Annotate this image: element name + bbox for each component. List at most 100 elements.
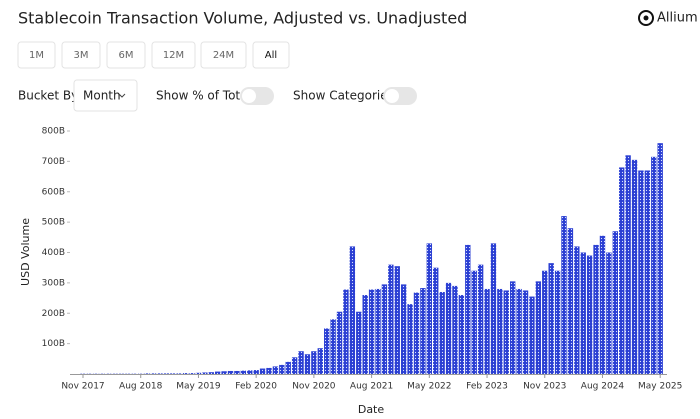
bar <box>182 373 189 374</box>
x-tick-label: Nov 2023 <box>523 382 566 392</box>
bar <box>631 159 638 374</box>
y-tick-label: 300B <box>42 278 65 288</box>
bar <box>625 155 631 374</box>
bar <box>522 290 529 374</box>
bar <box>580 252 586 374</box>
x-axis-label: Date <box>358 403 385 416</box>
y-axis-label: USD Volume <box>19 218 32 286</box>
bucket-label: Bucket By <box>18 89 78 103</box>
toggle-label: Show Categories <box>293 89 394 103</box>
logo-dot <box>643 15 649 21</box>
bar <box>509 281 516 374</box>
bar <box>503 290 509 374</box>
bar <box>356 311 362 374</box>
bar <box>240 370 247 374</box>
bar <box>542 270 548 374</box>
y-tick-label: 400B <box>42 248 65 258</box>
y-tick-label: 500B <box>42 218 65 228</box>
bar <box>465 244 471 374</box>
bar <box>189 373 195 374</box>
range-button[interactable] <box>61 41 101 69</box>
bar <box>336 311 343 374</box>
bar <box>400 284 407 374</box>
bar <box>349 246 356 374</box>
bar <box>144 373 150 374</box>
bar <box>413 292 420 374</box>
bar <box>259 368 266 374</box>
bar <box>388 264 394 374</box>
bar <box>279 364 285 374</box>
bar <box>304 354 311 374</box>
bar <box>548 263 554 374</box>
bar <box>574 246 580 374</box>
bar <box>176 373 182 374</box>
bar <box>202 372 208 374</box>
y-tick-label: 100B <box>42 339 65 349</box>
bar <box>407 304 413 374</box>
bar <box>311 351 317 374</box>
range-label: 3M <box>74 50 89 61</box>
bar <box>484 288 490 374</box>
bar <box>285 361 291 374</box>
x-tick-label: Feb 2020 <box>235 382 277 392</box>
bar <box>497 288 503 374</box>
range-label: All <box>265 50 277 61</box>
bar <box>445 282 452 374</box>
bar <box>471 270 477 374</box>
bar <box>234 370 240 374</box>
x-tick-label: May 2025 <box>638 382 682 392</box>
title: Stablecoin Transaction Volume, Adjusted … <box>18 9 467 28</box>
bar <box>272 366 279 374</box>
x-tick-label: Aug 2018 <box>119 382 163 392</box>
toggle-knob <box>385 89 399 103</box>
bar <box>490 243 497 374</box>
bar <box>567 228 574 374</box>
range-label: 24M <box>213 50 234 61</box>
bar <box>529 296 535 374</box>
x-tick-label: Nov 2017 <box>61 382 104 392</box>
y-tick-label: 200B <box>42 309 65 319</box>
x-tick-label: Feb 2023 <box>466 382 508 392</box>
chevron <box>118 93 126 98</box>
bar <box>593 244 599 374</box>
bar <box>227 370 234 374</box>
x-tick-label: Aug 2024 <box>581 382 625 392</box>
bar <box>638 170 644 374</box>
bar <box>619 167 625 374</box>
bar <box>221 371 227 374</box>
bar <box>535 281 542 374</box>
bar <box>266 367 272 374</box>
x-tick-label: Nov 2020 <box>292 382 336 392</box>
range-button[interactable] <box>151 41 196 69</box>
bucket-value: Month <box>83 89 121 103</box>
bar <box>362 295 368 374</box>
bar <box>150 373 157 374</box>
bar <box>195 372 202 374</box>
range-button[interactable] <box>17 41 56 69</box>
bar <box>458 295 465 374</box>
bar <box>208 372 214 374</box>
x-tick-label: Aug 2021 <box>350 382 393 392</box>
bar <box>612 231 618 374</box>
range-button[interactable] <box>252 41 290 69</box>
logo-icon <box>638 10 654 26</box>
y-tick-label: 800B <box>42 127 65 137</box>
bar <box>561 216 567 374</box>
y-tick-label: 600B <box>42 187 65 197</box>
bar <box>606 252 612 374</box>
bucket-select[interactable] <box>73 79 138 112</box>
bar <box>330 319 336 374</box>
bar <box>657 143 663 374</box>
toggle-label: Show % of Total <box>156 89 251 103</box>
bar <box>516 288 522 374</box>
range-button[interactable] <box>200 41 247 69</box>
bar <box>394 266 400 374</box>
range-button[interactable] <box>106 41 146 69</box>
bar <box>426 243 433 374</box>
bar <box>291 357 298 374</box>
range-label: 1M <box>29 50 44 61</box>
bar <box>433 267 439 374</box>
range-label: 6M <box>119 50 134 61</box>
